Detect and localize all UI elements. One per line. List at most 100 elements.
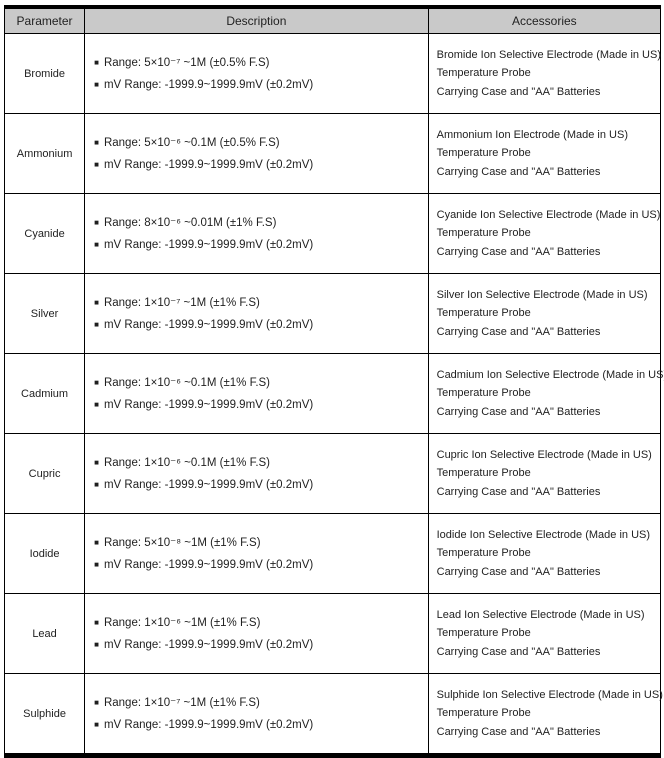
parameter-cell: Iodide bbox=[3, 513, 86, 594]
description-cell: ■ Range: 1×10⁻⁶ ~0.1M (±1% F.S) ■ mV Range… bbox=[84, 433, 429, 514]
header-row: Parameter Description Accessories bbox=[3, 6, 662, 34]
mv-range-text: mV Range: -1999.9~1999.9mV (±0.2mV) bbox=[103, 78, 314, 91]
bullet-icon: ■ bbox=[94, 377, 99, 387]
accessory-line: Ammonium Ion Electrode (Made in US) bbox=[436, 128, 628, 141]
accessory-line: Cupric Ion Selective Electrode (Made in … bbox=[436, 448, 652, 461]
mv-range-text: mV Range: -1999.9~1999.9mV (±0.2mV) bbox=[103, 718, 314, 731]
accessory-line: Carrying Case and "AA" Batteries bbox=[436, 405, 601, 418]
accessory-line: Lead Ion Selective Electrode (Made in US… bbox=[436, 608, 645, 621]
bullet-icon: ■ bbox=[94, 559, 99, 569]
parameter-cell: Cadmium bbox=[3, 353, 86, 434]
range-text: Range: 1×10⁻⁶ ~0.1M (±1% F.S) bbox=[103, 456, 271, 469]
parameter-cell: Sulphide bbox=[3, 673, 86, 756]
accessory-line: Carrying Case and "AA" Batteries bbox=[436, 85, 601, 98]
mv-range-text: mV Range: -1999.9~1999.9mV (±0.2mV) bbox=[103, 398, 314, 411]
header-description: Description bbox=[84, 6, 429, 34]
range-line: ■ Range: 1×10⁻⁶ ~0.1M (±1% F.S) bbox=[94, 452, 422, 474]
table-row-lead: Lead ■ Range: 1×10⁻⁶ ~1M (±1% F.S) ■ mV Ra… bbox=[3, 593, 662, 674]
bullet-icon: ■ bbox=[94, 479, 99, 489]
range-line: ■ Range: 5×10⁻⁷ ~1M (±0.5% F.S) bbox=[94, 52, 422, 74]
accessory-line: Carrying Case and "AA" Batteries bbox=[436, 725, 601, 738]
parameter-cell: Ammonium bbox=[3, 113, 86, 194]
parameter-cell: Bromide bbox=[3, 33, 86, 114]
mv-range-line: ■ mV Range: -1999.9~1999.9mV (±0.2mV) bbox=[94, 74, 422, 96]
range-text: Range: 5×10⁻⁶ ~0.1M (±0.5% F.S) bbox=[103, 136, 280, 149]
accessory-line: Carrying Case and "AA" Batteries bbox=[436, 165, 601, 178]
bullet-icon: ■ bbox=[94, 457, 99, 467]
accessory-line: Bromide Ion Selective Electrode (Made in… bbox=[436, 48, 662, 61]
accessory-line: Carrying Case and "AA" Batteries bbox=[436, 645, 601, 658]
parameter-cell: Silver bbox=[3, 273, 86, 354]
accessory-line: Sulphide Ion Selective Electrode (Made i… bbox=[436, 688, 663, 701]
table-row-cyanide: Cyanide ■ Range: 8×10⁻⁶ ~0.01M (±1% F.S) … bbox=[3, 193, 662, 274]
description-cell: ■ Range: 1×10⁻⁷ ~1M (±1% F.S) ■ mV Range: … bbox=[84, 673, 429, 756]
table-row-ammonium: Ammonium ■ Range: 5×10⁻⁶ ~0.1M (±0.5% F.S… bbox=[3, 113, 662, 194]
range-line: ■ Range: 8×10⁻⁶ ~0.01M (±1% F.S) bbox=[94, 212, 422, 234]
parameter-cell: Cyanide bbox=[3, 193, 86, 274]
electrode-spec-table: Parameter Description Accessories Bromid… bbox=[3, 5, 664, 758]
table-row-bromide: Bromide ■ Range: 5×10⁻⁷ ~1M (±0.5% F.S) ■… bbox=[3, 33, 662, 114]
description-cell: ■ Range: 5×10⁻⁸ ~1M (±1% F.S) ■ mV Range: … bbox=[84, 513, 429, 594]
accessories-cell: Iodide Ion Selective Electrode (Made in … bbox=[427, 513, 662, 594]
accessories-cell: Ammonium Ion Electrode (Made in US) Temp… bbox=[427, 113, 662, 194]
bullet-icon: ■ bbox=[94, 239, 99, 249]
range-text: Range: 1×10⁻⁶ ~1M (±1% F.S) bbox=[103, 616, 261, 629]
accessory-line: Carrying Case and "AA" Batteries bbox=[436, 325, 601, 338]
mv-range-text: mV Range: -1999.9~1999.9mV (±0.2mV) bbox=[103, 158, 314, 171]
range-text: Range: 8×10⁻⁶ ~0.01M (±1% F.S) bbox=[103, 216, 277, 229]
range-text: Range: 1×10⁻⁶ ~0.1M (±1% F.S) bbox=[103, 376, 271, 389]
header-accessories: Accessories bbox=[427, 6, 662, 34]
range-line: ■ Range: 1×10⁻⁶ ~1M (±1% F.S) bbox=[94, 612, 422, 634]
mv-range-line: ■ mV Range: -1999.9~1999.9mV (±0.2mV) bbox=[94, 314, 422, 336]
accessory-line: Carrying Case and "AA" Batteries bbox=[436, 485, 601, 498]
accessory-line: Temperature Probe bbox=[436, 547, 531, 560]
description-cell: ■ Range: 1×10⁻⁶ ~1M (±1% F.S) ■ mV Range: … bbox=[84, 593, 429, 674]
description-cell: ■ Range: 5×10⁻⁷ ~1M (±0.5% F.S) ■ mV Range… bbox=[84, 33, 429, 114]
accessory-line: Silver Ion Selective Electrode (Made in … bbox=[436, 288, 648, 301]
header-parameter: Parameter bbox=[3, 6, 86, 34]
mv-range-line: ■ mV Range: -1999.9~1999.9mV (±0.2mV) bbox=[94, 554, 422, 576]
bullet-icon: ■ bbox=[94, 79, 99, 89]
accessory-line: Temperature Probe bbox=[436, 467, 531, 480]
accessories-cell: Cupric Ion Selective Electrode (Made in … bbox=[427, 433, 662, 514]
mv-range-line: ■ mV Range: -1999.9~1999.9mV (±0.2mV) bbox=[94, 234, 422, 256]
range-text: Range: 5×10⁻⁷ ~1M (±0.5% F.S) bbox=[103, 56, 270, 69]
mv-range-text: mV Range: -1999.9~1999.9mV (±0.2mV) bbox=[103, 238, 314, 251]
accessories-cell: Sulphide Ion Selective Electrode (Made i… bbox=[427, 673, 663, 756]
mv-range-text: mV Range: -1999.9~1999.9mV (±0.2mV) bbox=[103, 558, 314, 571]
table-row-silver: Silver ■ Range: 1×10⁻⁷ ~1M (±1% F.S) ■ mV … bbox=[3, 273, 662, 354]
description-cell: ■ Range: 1×10⁻⁶ ~0.1M (±1% F.S) ■ mV Range… bbox=[84, 353, 429, 434]
accessories-cell: Cyanide Ion Selective Electrode (Made in… bbox=[427, 193, 662, 274]
accessory-line: Cyanide Ion Selective Electrode (Made in… bbox=[436, 208, 661, 221]
mv-range-line: ■ mV Range: -1999.9~1999.9mV (±0.2mV) bbox=[94, 714, 422, 736]
bullet-icon: ■ bbox=[94, 537, 99, 547]
parameter-cell: Lead bbox=[3, 593, 86, 674]
mv-range-line: ■ mV Range: -1999.9~1999.9mV (±0.2mV) bbox=[94, 634, 422, 656]
accessory-line: Temperature Probe bbox=[436, 227, 531, 240]
range-line: ■ Range: 5×10⁻⁸ ~1M (±1% F.S) bbox=[94, 532, 422, 554]
accessory-line: Temperature Probe bbox=[436, 307, 531, 320]
table-row-iodide: Iodide ■ Range: 5×10⁻⁸ ~1M (±1% F.S) ■ mV … bbox=[3, 513, 662, 594]
bullet-icon: ■ bbox=[94, 319, 99, 329]
accessory-line: Temperature Probe bbox=[436, 627, 531, 640]
range-line: ■ Range: 1×10⁻⁷ ~1M (±1% F.S) bbox=[94, 692, 422, 714]
accessory-line: Temperature Probe bbox=[436, 147, 531, 160]
parameter-cell: Cupric bbox=[3, 433, 86, 514]
bullet-icon: ■ bbox=[94, 297, 99, 307]
accessories-cell: Silver Ion Selective Electrode (Made in … bbox=[427, 273, 662, 354]
bullet-icon: ■ bbox=[94, 697, 99, 707]
accessory-line: Iodide Ion Selective Electrode (Made in … bbox=[436, 528, 651, 541]
description-cell: ■ Range: 5×10⁻⁶ ~0.1M (±0.5% F.S) ■ mV Ran… bbox=[84, 113, 429, 194]
accessories-cell: Bromide Ion Selective Electrode (Made in… bbox=[427, 33, 662, 114]
accessory-line: Carrying Case and "AA" Batteries bbox=[436, 565, 601, 578]
mv-range-text: mV Range: -1999.9~1999.9mV (±0.2mV) bbox=[103, 318, 314, 331]
accessory-line: Cadmium Ion Selective Electrode (Made in… bbox=[436, 368, 664, 381]
bullet-icon: ■ bbox=[94, 719, 99, 729]
table-row-sulphide: Sulphide ■ Range: 1×10⁻⁷ ~1M (±1% F.S) ■ m… bbox=[3, 673, 663, 756]
range-text: Range: 5×10⁻⁸ ~1M (±1% F.S) bbox=[103, 536, 261, 549]
mv-range-text: mV Range: -1999.9~1999.9mV (±0.2mV) bbox=[103, 638, 314, 651]
range-text: Range: 1×10⁻⁷ ~1M (±1% F.S) bbox=[103, 296, 260, 309]
range-line: ■ Range: 5×10⁻⁶ ~0.1M (±0.5% F.S) bbox=[94, 132, 422, 154]
bullet-icon: ■ bbox=[94, 57, 99, 67]
bullet-icon: ■ bbox=[94, 217, 99, 227]
